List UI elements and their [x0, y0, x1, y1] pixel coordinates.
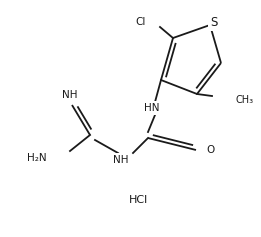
Text: Cl: Cl [136, 17, 146, 27]
Text: CH₃: CH₃ [235, 95, 253, 105]
Text: HCl: HCl [128, 195, 148, 205]
Text: NH: NH [62, 90, 78, 100]
Text: O: O [206, 145, 214, 155]
Text: NH: NH [113, 155, 129, 165]
Text: S: S [210, 15, 218, 28]
Text: HN: HN [144, 103, 160, 113]
Text: H₂N: H₂N [27, 153, 47, 163]
